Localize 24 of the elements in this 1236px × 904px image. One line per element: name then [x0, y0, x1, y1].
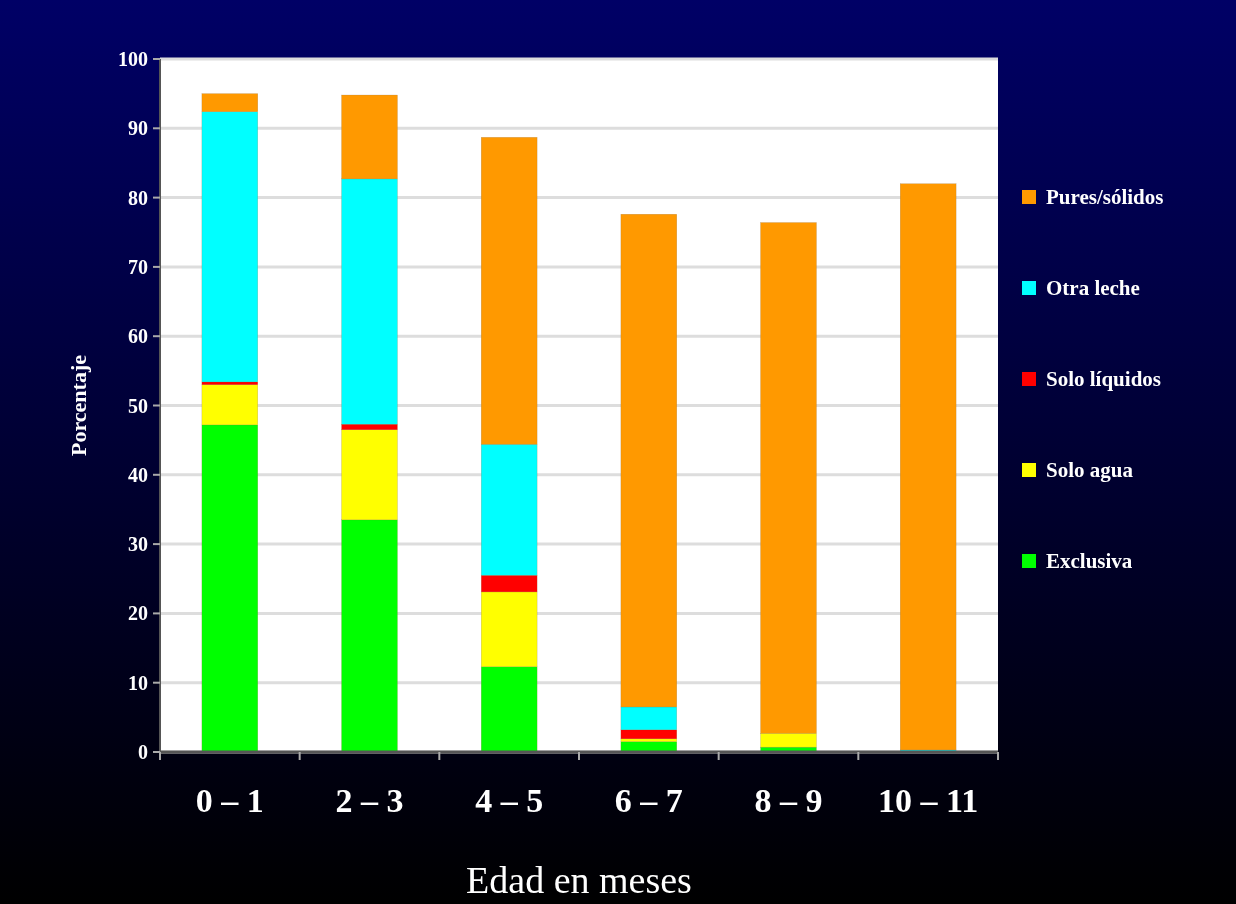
y-tick-label: 80	[128, 186, 148, 209]
legend-label: Solo agua	[1046, 458, 1134, 483]
y-axis-title: Porcentaje	[66, 354, 91, 456]
y-tick-label: 50	[128, 394, 148, 417]
x-axis-title: Edad en meses	[466, 859, 692, 901]
x-tick-label: 10 – 11	[878, 782, 979, 819]
y-tick-label: 60	[128, 325, 148, 348]
legend-label: Exclusiva	[1046, 549, 1133, 574]
y-tick-label: 30	[128, 533, 148, 556]
y-tick-label: 100	[118, 48, 148, 70]
x-tick-label: 4 – 5	[475, 782, 544, 819]
legend-label: Pures/sólidos	[1046, 185, 1164, 210]
y-tick-label: 90	[128, 117, 148, 140]
x-tick-label: 8 – 9	[754, 782, 823, 819]
x-tick-label: 2 – 3	[335, 782, 404, 819]
x-tick-label: 0 – 1	[195, 782, 264, 819]
legend-label: Solo líquidos	[1046, 367, 1161, 392]
x-tick-label: 6 – 7	[614, 782, 683, 819]
y-tick-label: 10	[128, 671, 148, 694]
legend-label: Otra leche	[1046, 276, 1140, 301]
y-tick-label: 40	[128, 463, 148, 486]
y-tick-label: 70	[128, 255, 148, 278]
y-tick-label: 20	[128, 602, 148, 625]
y-tick-label: 0	[138, 741, 148, 763]
